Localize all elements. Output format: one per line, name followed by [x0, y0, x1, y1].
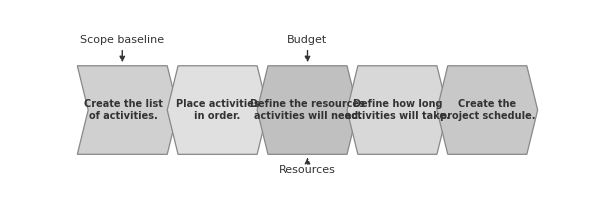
Polygon shape: [77, 66, 178, 154]
Text: Define how long
activities will take.: Define how long activities will take.: [345, 99, 450, 121]
Polygon shape: [167, 66, 268, 154]
Text: Resources: Resources: [279, 159, 336, 175]
Polygon shape: [257, 66, 358, 154]
Polygon shape: [437, 66, 538, 154]
Text: Define the resources
activities will need.: Define the resources activities will nee…: [250, 99, 365, 121]
Polygon shape: [347, 66, 448, 154]
Text: Create the
project schedule.: Create the project schedule.: [440, 99, 535, 121]
Text: Budget: Budget: [287, 35, 328, 61]
Text: Create the list
of activities.: Create the list of activities.: [85, 99, 163, 121]
Text: Place activities
in order.: Place activities in order.: [176, 99, 259, 121]
Text: Scope baseline: Scope baseline: [80, 35, 164, 61]
